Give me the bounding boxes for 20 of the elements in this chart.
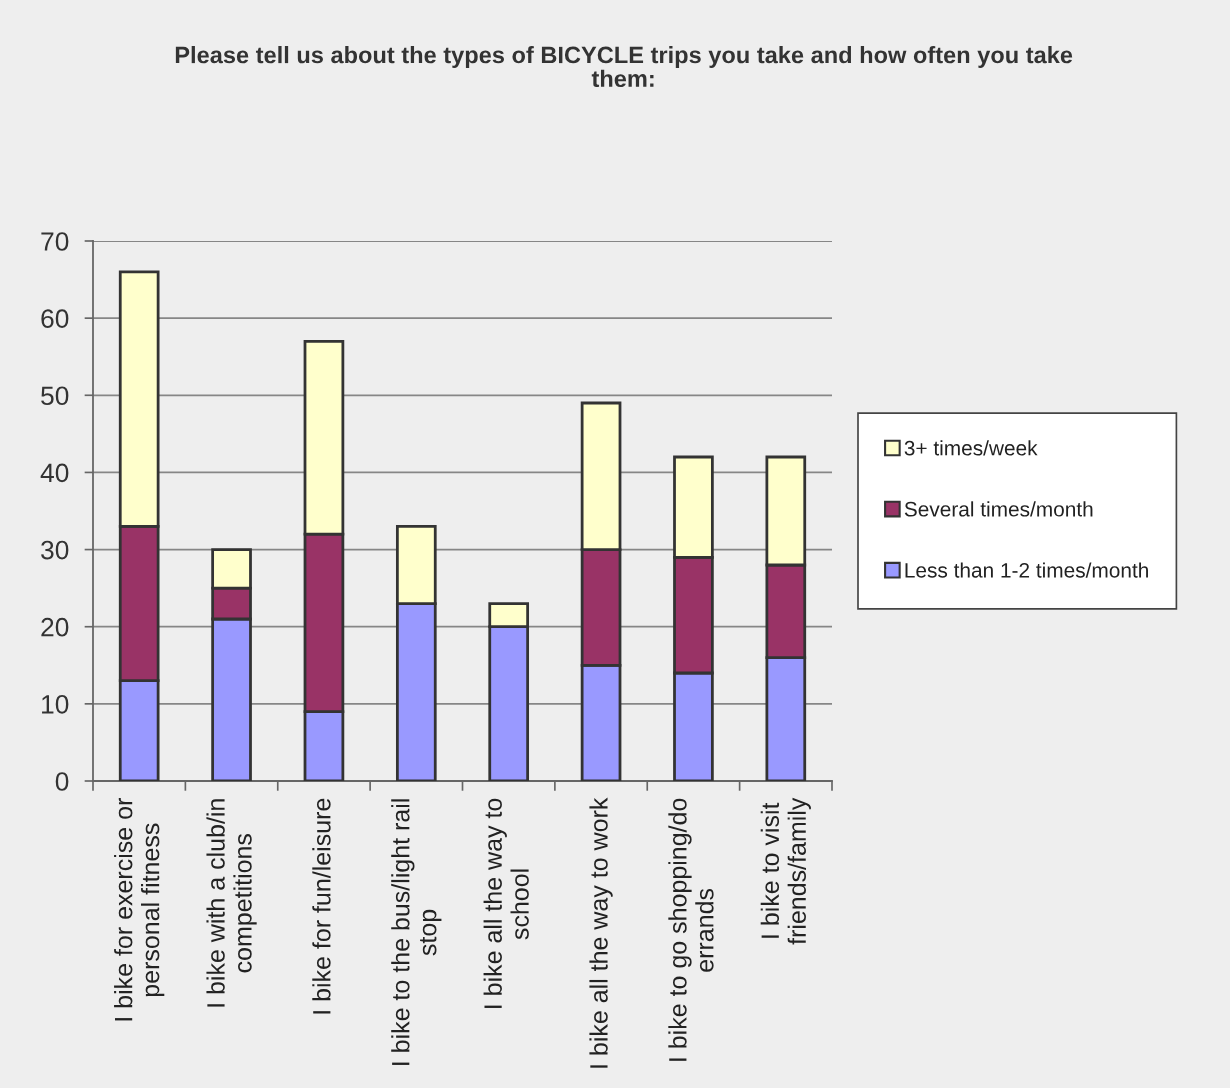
legend-label: 3+ times/week [904, 440, 1038, 456]
x-tick-label: I bike all the way to work [589, 797, 613, 1068]
y-tick-label: 70 [41, 232, 69, 251]
x-tick-label: I bike for exercise or personal fitness [114, 798, 165, 1021]
x-tick-label: I bike to visit friends/family [760, 797, 811, 945]
y-tick-label: 10 [42, 694, 69, 714]
y-tick-label: 60 [41, 309, 69, 328]
y-tick-label: 50 [41, 386, 69, 406]
x-tick-label: I bike to the bus/light rail stop [391, 799, 442, 1065]
y-tick-label: 0 [55, 772, 69, 791]
chart-title: Please tell us about the types of BICYCLE trips you take and how often you take them: [175, 46, 1073, 88]
x-tick-label: I bike for fun/leisure [312, 798, 331, 1014]
x-tick-label: I bike to go shopping/do errands [668, 798, 714, 1061]
x-tick-label: I bike all the way to school [483, 798, 529, 1008]
y-tick-label: 40 [40, 463, 69, 483]
legend-label: Several times/month [904, 501, 1093, 517]
y-tick-label: 30 [41, 540, 69, 560]
x-tick-label: I bike with a club/in competitions [206, 799, 257, 1007]
y-tick-label: 20 [41, 617, 69, 637]
legend-label: Less than 1-2 times/month [905, 562, 1148, 578]
